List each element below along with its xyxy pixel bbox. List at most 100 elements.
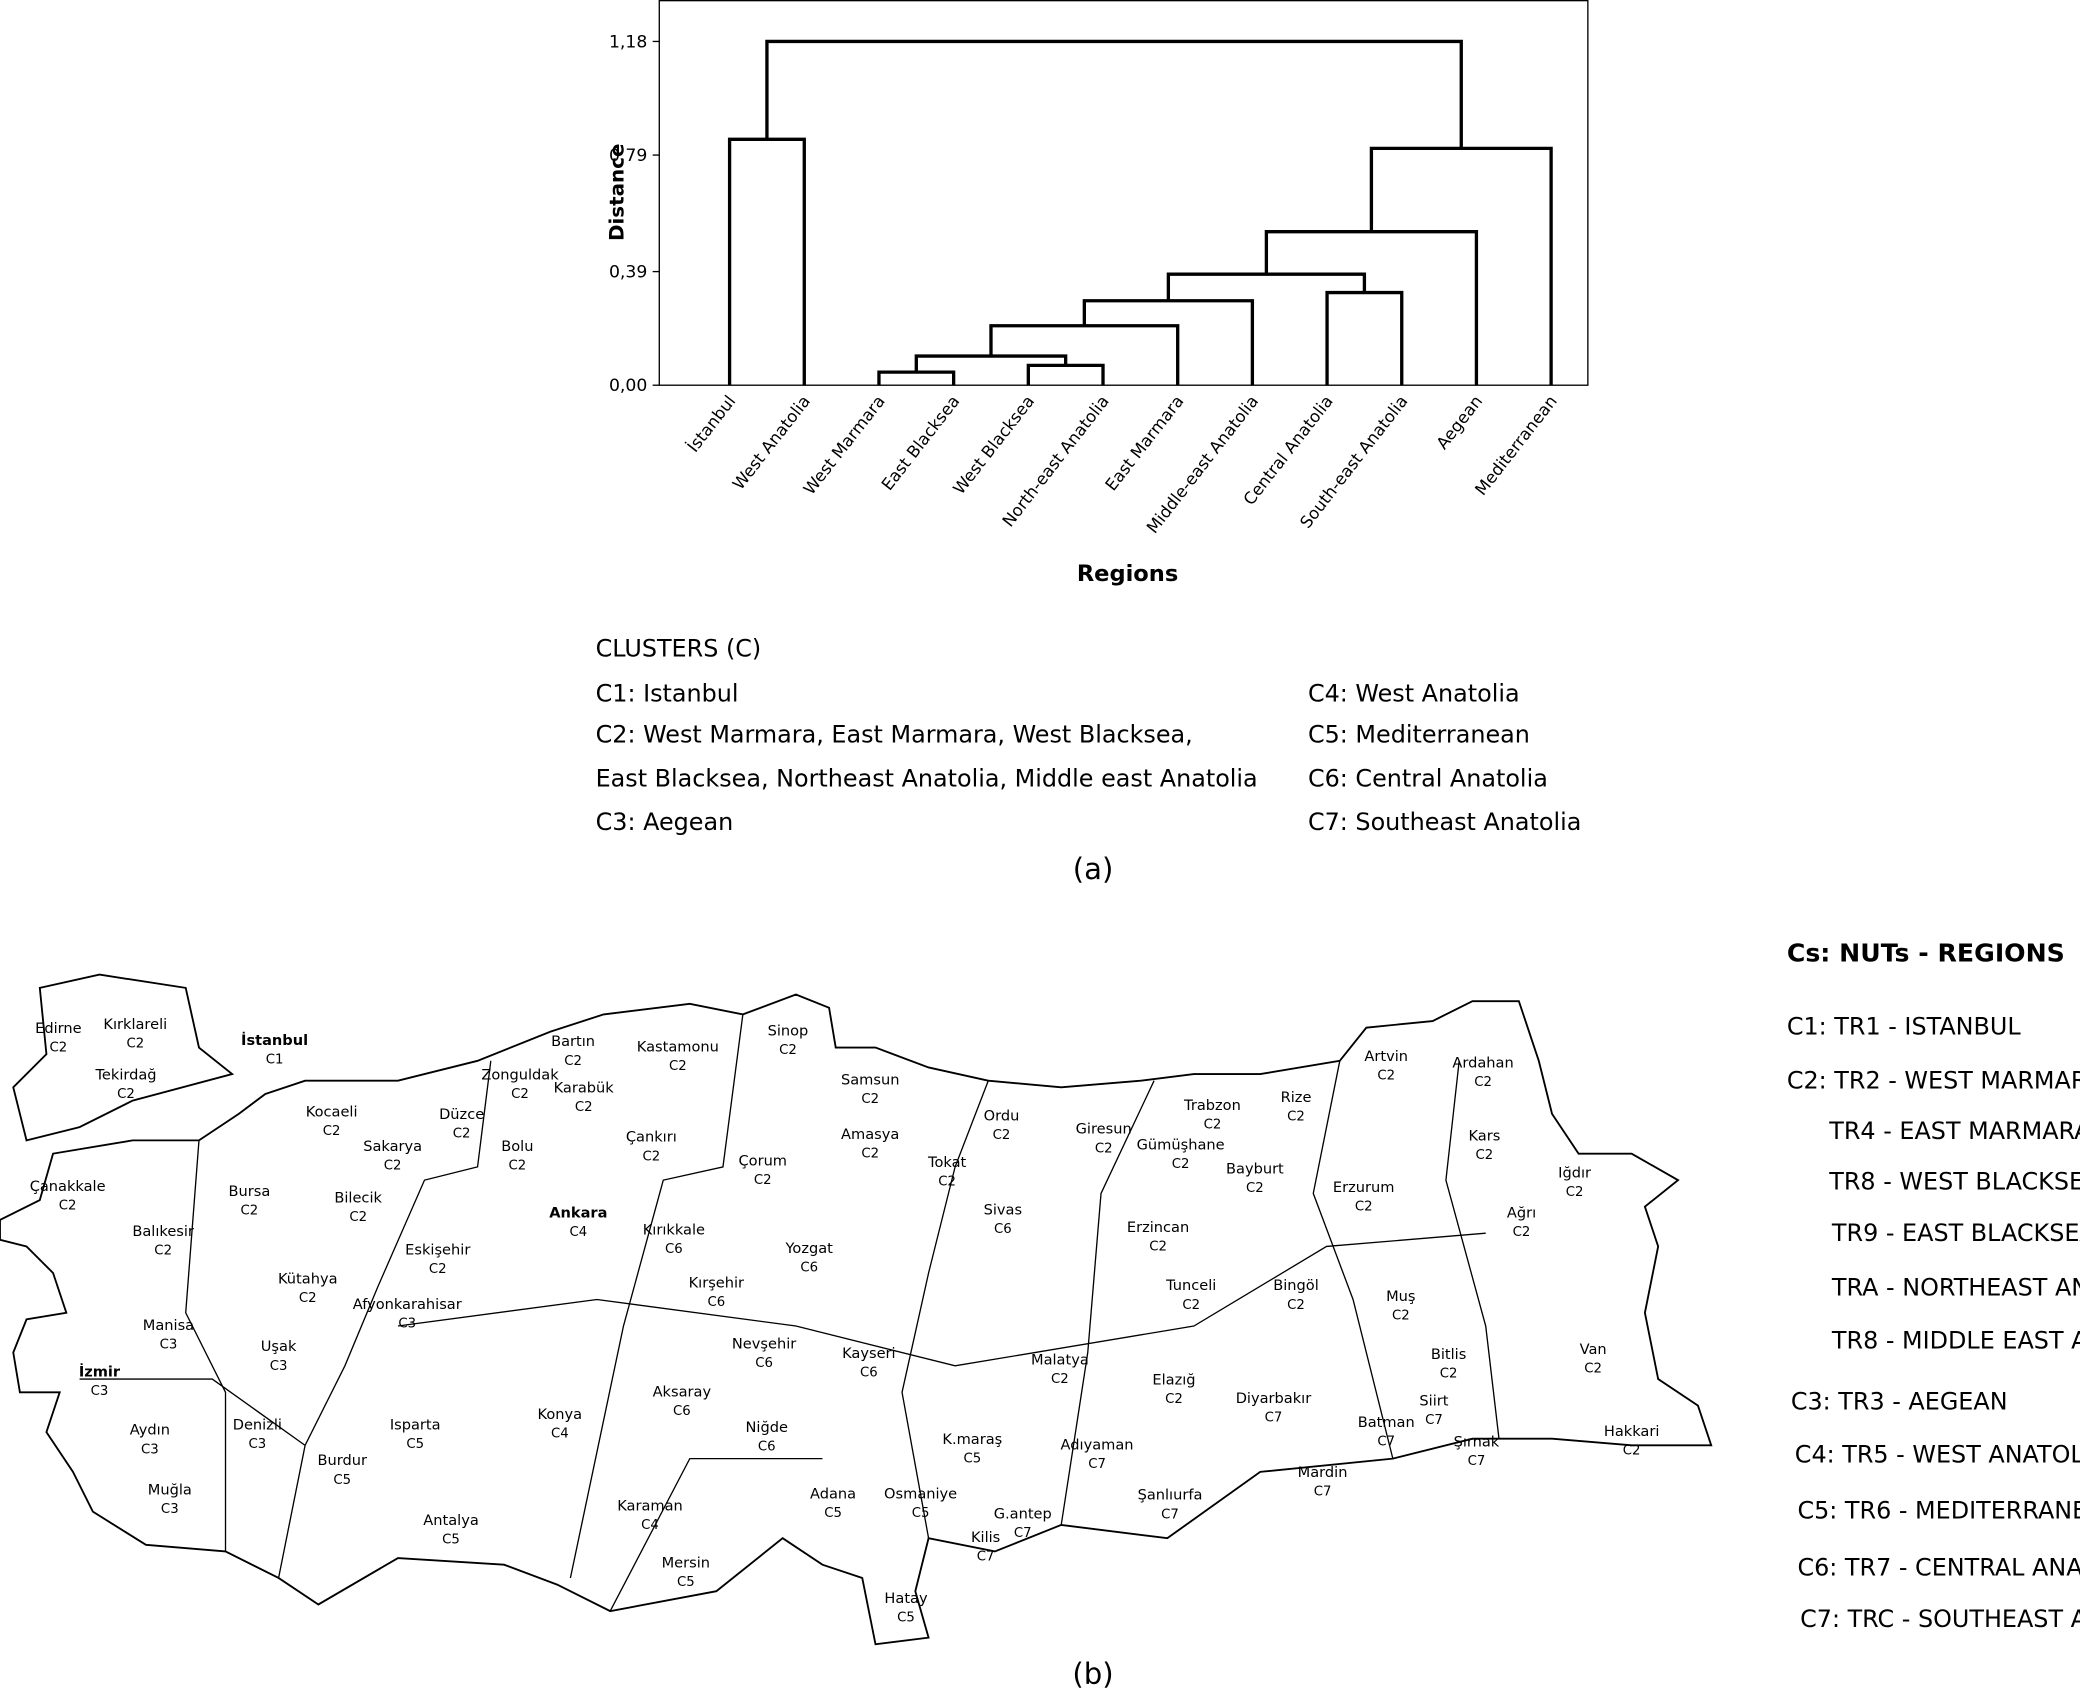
- province-cluster: C2: [779, 1043, 797, 1058]
- province-name: Afyonkarahisar: [353, 1296, 462, 1313]
- region-item: C4: TR5 - WEST ANATOLIA: [1795, 1441, 2080, 1469]
- province-name: Çankırı: [626, 1129, 677, 1146]
- province-cluster: C3: [249, 1437, 267, 1452]
- y-tick-label: 1,18: [609, 32, 647, 52]
- province-name: Trabzon: [1183, 1097, 1241, 1114]
- region-item: TRA - NORTHEAST ANATOLIA: [1831, 1274, 2080, 1302]
- province-cluster: C2: [384, 1159, 402, 1174]
- leaf-label: West Blacksea: [949, 392, 1038, 498]
- province-name: Ardahan: [1452, 1054, 1513, 1071]
- dendrogram-link: [1325, 290, 1404, 386]
- province-cluster: C2: [453, 1127, 471, 1142]
- map-outline: [0, 993, 1713, 1646]
- province-cluster: C2: [1172, 1157, 1190, 1172]
- cluster-item: C2: West Marmara, East Marmara, West Bla…: [596, 721, 1193, 749]
- leaf-label: West Anatolia: [729, 392, 814, 493]
- province-borders: [79, 1014, 1500, 1612]
- province-cluster: C2: [1392, 1308, 1410, 1323]
- province-name: Giresun: [1076, 1121, 1132, 1138]
- province-name: Nevşehir: [732, 1336, 796, 1353]
- province-cluster: C2: [1204, 1117, 1222, 1132]
- province-cluster: C2: [511, 1087, 529, 1102]
- province-name: Mardin: [1298, 1464, 1348, 1481]
- province-cluster: C7: [1377, 1434, 1395, 1449]
- province-name: Malatya: [1031, 1351, 1089, 1368]
- province-cluster: C2: [1476, 1148, 1494, 1163]
- province-cluster: C7: [977, 1550, 995, 1565]
- province-name: Samsun: [841, 1072, 899, 1089]
- province-cluster: C4: [551, 1426, 569, 1441]
- clusters-title: CLUSTERS (C): [596, 634, 762, 662]
- province-name: Amasya: [841, 1126, 899, 1143]
- province-cluster: C2: [1246, 1181, 1264, 1196]
- province-cluster: C2: [1355, 1200, 1373, 1215]
- province-cluster: C2: [154, 1243, 172, 1258]
- leaf-label: İstanbul: [684, 392, 740, 456]
- cluster-item: C1: Istanbul: [596, 679, 739, 707]
- y-axis-title: Distance: [605, 144, 628, 241]
- x-axis-title: Regions: [1077, 561, 1178, 587]
- cluster-item: C7: Southeast Anatolia: [1308, 808, 1581, 836]
- province-cluster: C7: [1161, 1507, 1179, 1522]
- region-item: C3: TR3 - AEGEAN: [1791, 1388, 2008, 1416]
- province-cluster: C2: [642, 1149, 660, 1164]
- y-tick-label: 0,39: [609, 263, 647, 283]
- province-name: Kilis: [971, 1529, 1000, 1546]
- cluster-item: East Blacksea, Northeast Anatolia, Middl…: [596, 764, 1258, 792]
- cluster-item: C3: Aegean: [596, 808, 734, 836]
- dendrogram-link: [989, 324, 1180, 386]
- dendrogram-link: [727, 137, 806, 386]
- province-name: Konya: [538, 1406, 583, 1423]
- province-name: Erzincan: [1127, 1219, 1189, 1236]
- province-name: Elazığ: [1152, 1371, 1195, 1388]
- province-name: Bingöl: [1273, 1277, 1319, 1294]
- province-name: Artvin: [1364, 1048, 1408, 1065]
- dendrogram-link: [1166, 272, 1367, 301]
- province-name: Bilecik: [334, 1190, 382, 1207]
- province-cluster: C6: [800, 1261, 818, 1276]
- province-name: Şırnak: [1454, 1434, 1500, 1451]
- province-name: Kırklareli: [103, 1016, 167, 1033]
- province-cluster: C2: [1440, 1367, 1458, 1382]
- region-item: C7: TRC - SOUTHEAST ANATOLIA: [1800, 1605, 2080, 1633]
- province-name: İzmir: [79, 1363, 121, 1380]
- province-cluster: C5: [964, 1452, 982, 1467]
- dendrogram-link: [877, 370, 956, 386]
- province-name: Balıkesir: [132, 1223, 194, 1240]
- province-name: Sakarya: [363, 1138, 422, 1155]
- province-name: Ankara: [549, 1204, 607, 1221]
- province-name: Hatay: [884, 1590, 928, 1607]
- province-name: Tokat: [927, 1154, 966, 1171]
- province-name: Rize: [1281, 1089, 1312, 1106]
- province-cluster: C2: [1474, 1075, 1492, 1090]
- province-name: Bartın: [551, 1033, 595, 1050]
- province-cluster: C6: [673, 1404, 691, 1419]
- province-name: Edirne: [35, 1020, 82, 1037]
- caption: (b): [1072, 1657, 1113, 1691]
- province-cluster: C3: [270, 1359, 288, 1374]
- province-name: Erzurum: [1333, 1179, 1395, 1196]
- province-cluster: C2: [429, 1262, 447, 1277]
- province-name: Van: [1580, 1341, 1607, 1358]
- province-name: Uşak: [261, 1338, 297, 1355]
- province-cluster: C2: [59, 1198, 77, 1213]
- province-cluster: C7: [1088, 1457, 1106, 1472]
- cluster-item: C5: Mediterranean: [1308, 721, 1530, 749]
- province-cluster: C6: [860, 1365, 878, 1380]
- leaf-label: East Marmara: [1102, 392, 1188, 494]
- province-cluster: C2: [1377, 1068, 1395, 1083]
- province-cluster: C2: [669, 1059, 687, 1074]
- province-cluster: C2: [1513, 1225, 1531, 1240]
- province-name: Ordu: [984, 1107, 1020, 1124]
- province-name: Adıyaman: [1061, 1436, 1134, 1453]
- province-cluster: C6: [758, 1440, 776, 1455]
- province-cluster: C2: [1149, 1239, 1167, 1254]
- province-name: Bitlis: [1431, 1346, 1466, 1363]
- province-cluster: C2: [1095, 1141, 1113, 1156]
- province-name: Siirt: [1419, 1393, 1448, 1410]
- dendrogram-link: [1082, 299, 1255, 386]
- province-name: Bayburt: [1226, 1161, 1284, 1178]
- region-item: TR9 - EAST BLACKSEA: [1831, 1219, 2080, 1247]
- province-name: Sinop: [768, 1023, 809, 1040]
- province-cluster: C2: [1584, 1361, 1602, 1376]
